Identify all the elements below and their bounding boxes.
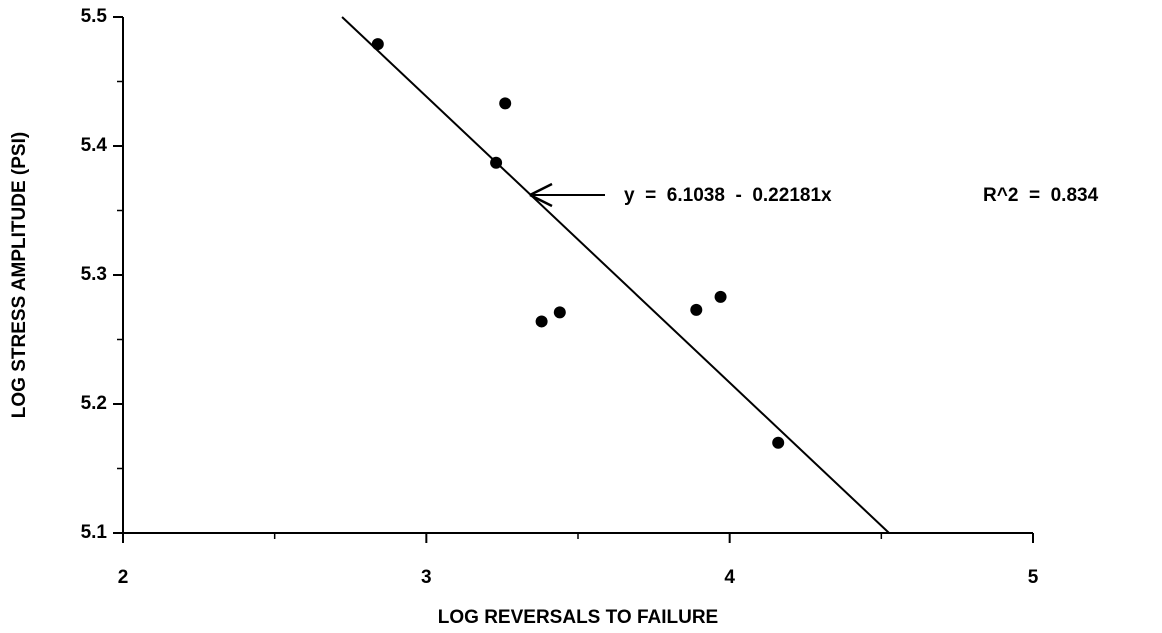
y-tick-label: 5.4 — [81, 135, 108, 156]
x-tick-label: 4 — [724, 567, 735, 588]
y-tick-label: 5.1 — [81, 522, 108, 543]
y-tick-label: 5.3 — [81, 264, 107, 285]
x-axis-title: LOG REVERSALS TO FAILURE — [438, 607, 718, 628]
equation-annotation: y = 6.1038 - 0.22181x — [624, 185, 832, 206]
x-tick-label: 3 — [421, 567, 432, 588]
data-point — [371, 38, 384, 51]
data-point — [553, 306, 566, 319]
x-tick-label: 2 — [118, 567, 129, 588]
y-tick-label: 5.2 — [81, 393, 107, 414]
y-axis-title: LOG STRESS AMPLITUDE (PSI) — [9, 132, 30, 418]
y-tick-label: 5.5 — [81, 6, 108, 27]
data-point — [490, 156, 503, 169]
data-point — [535, 315, 548, 328]
data-point — [690, 303, 703, 316]
data-point — [499, 97, 512, 110]
regression-line — [341, 16, 890, 534]
data-point — [714, 290, 727, 303]
r2-annotation: R^2 = 0.834 — [983, 185, 1099, 206]
data-point — [772, 436, 785, 449]
x-tick-label: 5 — [1028, 567, 1039, 588]
